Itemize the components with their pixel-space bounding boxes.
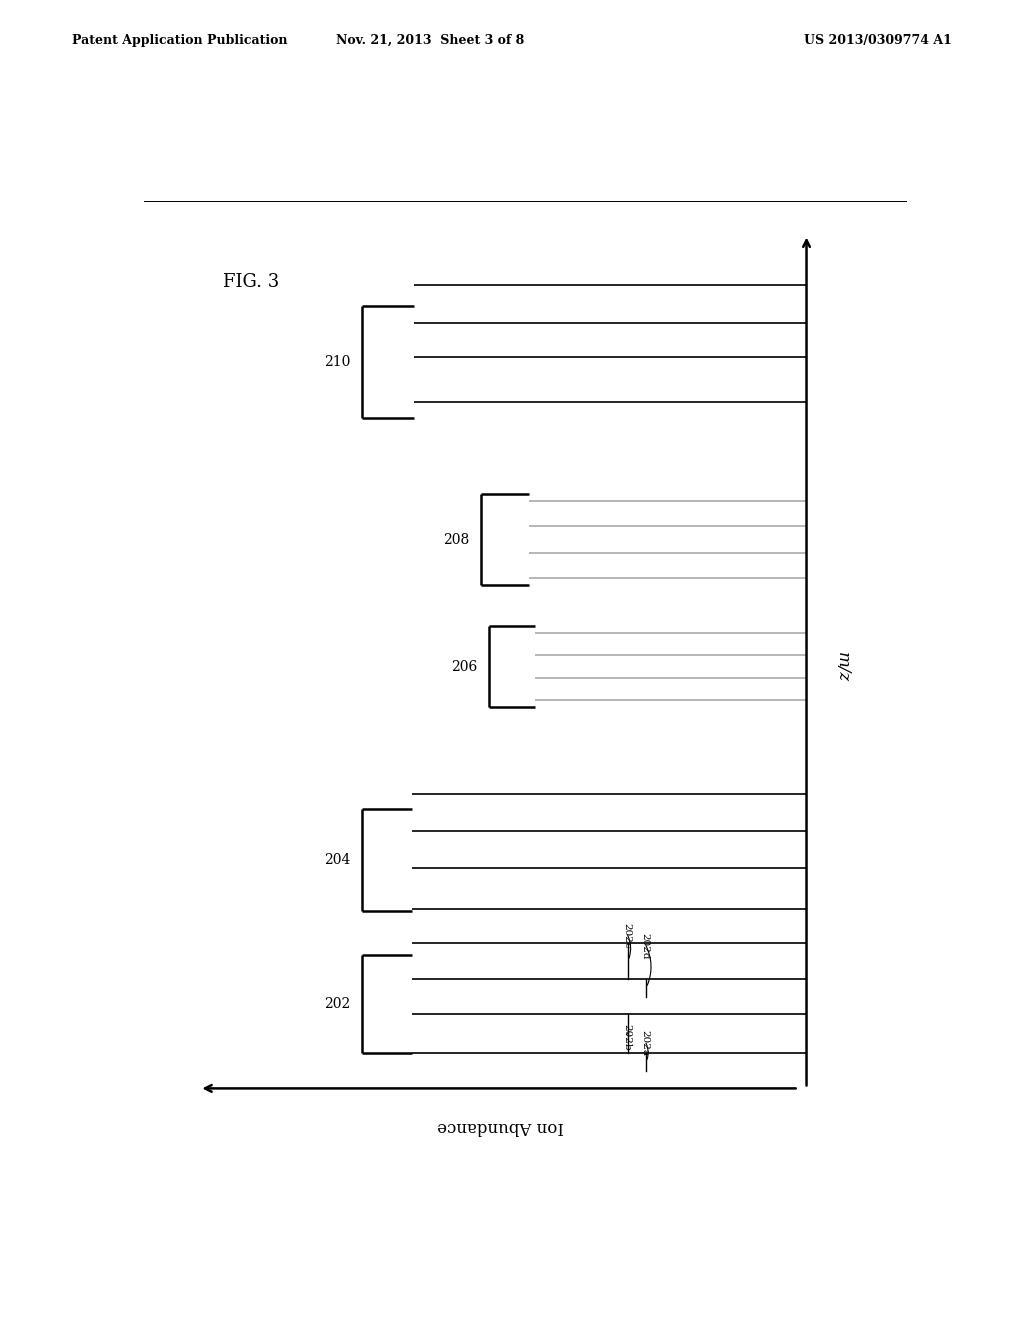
Text: 202b: 202b — [622, 1024, 631, 1051]
Text: US 2013/0309774 A1: US 2013/0309774 A1 — [805, 33, 952, 46]
Text: 204: 204 — [324, 853, 350, 867]
Text: 202: 202 — [324, 997, 350, 1011]
Text: 206: 206 — [451, 660, 477, 673]
Text: 208: 208 — [443, 532, 469, 546]
Text: 202a: 202a — [640, 1031, 649, 1056]
Text: 202d: 202d — [640, 933, 649, 960]
Text: Patent Application Publication: Patent Application Publication — [72, 33, 287, 46]
Text: m/z: m/z — [834, 652, 851, 681]
Text: Ion Abundance: Ion Abundance — [437, 1118, 564, 1134]
Text: FIG. 3: FIG. 3 — [223, 273, 280, 292]
Text: Nov. 21, 2013  Sheet 3 of 8: Nov. 21, 2013 Sheet 3 of 8 — [336, 33, 524, 46]
Text: 210: 210 — [324, 355, 350, 368]
Text: 202c: 202c — [622, 923, 631, 948]
